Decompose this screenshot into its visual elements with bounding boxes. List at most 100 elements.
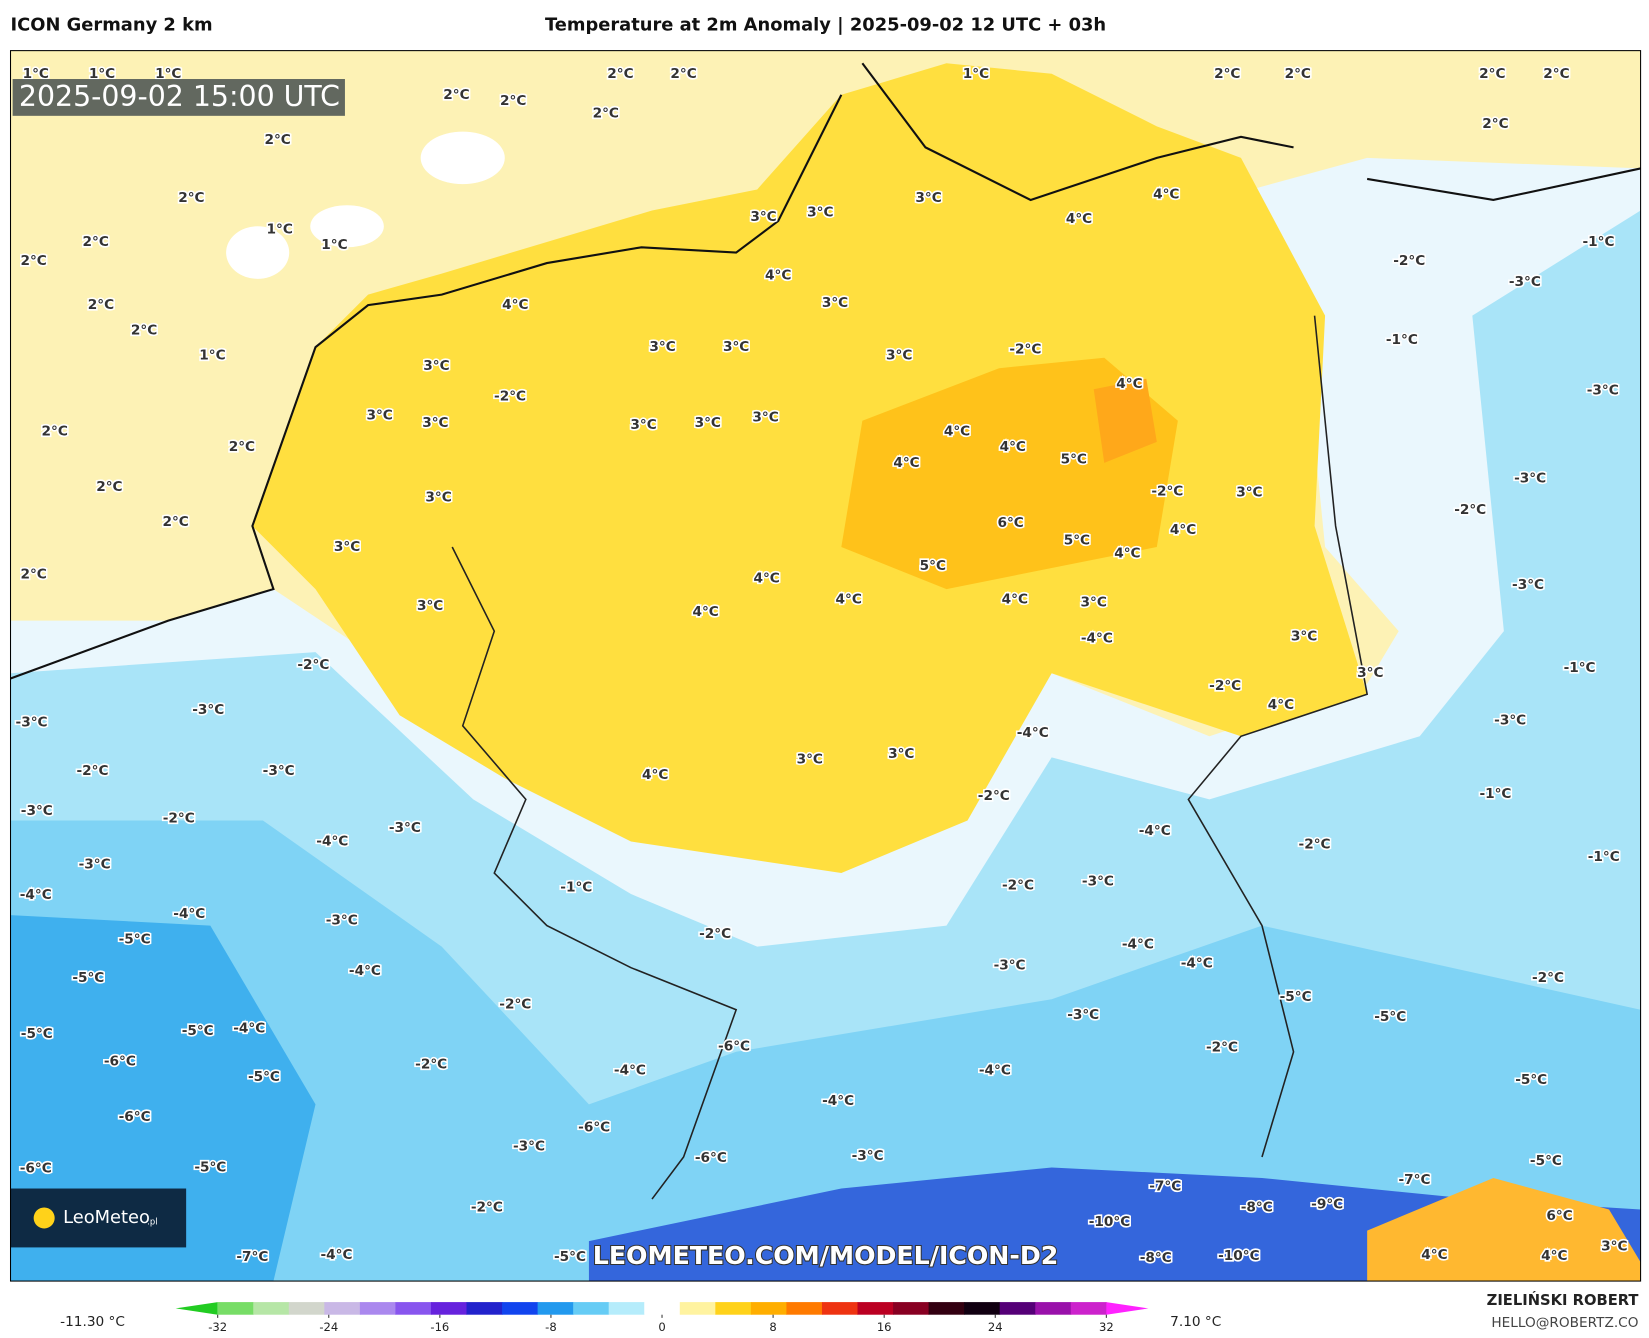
contour-label: 3°C	[649, 339, 675, 355]
contour-label: -5°C	[182, 1023, 214, 1039]
colorbar-segment	[821, 1302, 859, 1315]
contour-label: -3°C	[16, 715, 48, 731]
contour-label: -2°C	[1206, 1040, 1238, 1056]
contour-label: -3°C	[1514, 471, 1546, 487]
contour-label: 4°C	[753, 571, 779, 587]
contour-label: -2°C	[1393, 253, 1425, 269]
contour-label: 4°C	[642, 767, 668, 783]
contour-label: -4°C	[1122, 937, 1154, 953]
colorbar-tick-label: 8	[769, 1320, 776, 1334]
contour-label: -7°C	[236, 1249, 268, 1265]
contour-label: 1°C	[89, 66, 115, 82]
contour-label: 2°C	[1214, 66, 1240, 82]
contour-label: 2°C	[83, 234, 109, 250]
colorbar-tick-label: -24	[319, 1320, 338, 1334]
contour-label: -4°C	[979, 1063, 1011, 1079]
contour-label: 4°C	[1170, 522, 1196, 538]
colorbar-tick-label: 0	[658, 1320, 665, 1334]
colorbar-segment	[679, 1302, 716, 1315]
contour-label: 2°C	[20, 253, 46, 269]
colorbar-tick-label: 32	[1099, 1320, 1114, 1334]
contour-label: 3°C	[1081, 595, 1107, 611]
contour-label: -4°C	[349, 963, 381, 979]
contour-label: -1°C	[1583, 234, 1615, 250]
colorbar-segment	[964, 1302, 1001, 1315]
contour-label: 1°C	[199, 348, 225, 364]
colorbar-segment	[502, 1302, 539, 1315]
contour-label: 5°C	[1064, 533, 1090, 549]
contour-label: -3°C	[1082, 873, 1114, 889]
contour-label: -3°C	[1494, 713, 1526, 729]
contour-label: -2°C	[1532, 970, 1564, 986]
contour-label: -2°C	[1299, 837, 1331, 853]
max-label: 7.10 °C	[1170, 1314, 1221, 1330]
contour-label: 3°C	[888, 746, 914, 762]
map: 2°C 2°C 2°C 2°C 2°C 2°C 2°C 2°C 2°C 2°C 2°C 2°C 2°C 2…	[10, 50, 1641, 1282]
contour-label: 3°C	[807, 205, 833, 221]
contour-label: -3°C	[1067, 1007, 1099, 1023]
contour-label: -5°C	[1280, 989, 1312, 1005]
contour-label: -5°C	[554, 1249, 586, 1265]
colorbar-segment	[324, 1302, 361, 1315]
contour-label: 2°C	[20, 566, 46, 582]
contour-label: 2°C	[162, 514, 188, 530]
contour-label: -2°C	[1151, 483, 1183, 499]
colorbar-segment	[253, 1302, 290, 1315]
contour-label: 3°C	[1601, 1238, 1627, 1254]
patch	[420, 131, 505, 185]
contour-label: 2°C	[264, 132, 290, 148]
contour-label: 2°C	[131, 322, 157, 338]
colorbar-segment	[573, 1302, 610, 1315]
contour-label: -5°C	[1515, 1072, 1547, 1088]
contour-label: 4°C	[1541, 1248, 1567, 1264]
contour-label: -5°C	[21, 1026, 53, 1042]
contour-label: -4°C	[20, 887, 52, 903]
contour-label: 2°C	[178, 190, 204, 206]
contour-label: -6°C	[718, 1039, 750, 1055]
colorbar-tick-label: 24	[988, 1320, 1003, 1334]
contour-label: 2°C	[443, 87, 469, 103]
contour-label: -3°C	[1512, 577, 1544, 593]
contour-label: 6°C	[997, 515, 1023, 531]
contour-label: -2°C	[494, 389, 526, 405]
colorbar-segment	[786, 1302, 823, 1315]
contour-label: 3°C	[750, 209, 776, 225]
contour-label: -1°C	[1588, 849, 1620, 865]
valid-time: 2025-09-02 15:00 UTC	[19, 80, 340, 113]
colorbar: -32 -24 -16 -8 0 8 16 24 32	[175, 1302, 1149, 1334]
contour-label: 1°C	[23, 66, 49, 82]
contour-label: 2°C	[500, 93, 526, 109]
contour-label: -5°C	[248, 1069, 280, 1085]
region	[10, 820, 1641, 1282]
colorbar-segment	[466, 1302, 503, 1315]
contour-label: -1°C	[1479, 786, 1511, 802]
contour-label: 4°C	[1066, 211, 1092, 227]
contour-label: -4°C	[173, 906, 205, 922]
colorbar-segment	[1070, 1302, 1107, 1315]
colorbar-segment	[715, 1302, 752, 1315]
contour-label: -3°C	[852, 1148, 884, 1164]
contour-label: 3°C	[1291, 628, 1317, 644]
contour-label: -7°C	[1398, 1172, 1430, 1188]
contour-label: -4°C	[1139, 823, 1171, 839]
map-frame	[9, 50, 1642, 1282]
contour-label: 3°C	[630, 417, 656, 433]
region	[841, 357, 1178, 590]
contour-label: -4°C	[1181, 955, 1213, 971]
contour-label: -2°C	[77, 763, 109, 779]
colorbar-segment	[395, 1302, 432, 1315]
contour-label: -5°C	[1374, 1009, 1406, 1025]
map-title: Temperature at 2m Anomaly | 2025-09-02 1…	[545, 14, 1106, 35]
contour-label: 2°C	[1285, 66, 1311, 82]
colorbar-tick-label: -16	[430, 1320, 449, 1334]
contour-label: -1°C	[1386, 332, 1418, 348]
colorbar-tick-label: -8	[545, 1320, 557, 1334]
contour-label: -2°C	[1002, 878, 1034, 894]
contour-label: -3°C	[263, 763, 295, 779]
region	[1367, 1178, 1641, 1282]
contour-label: 2°C	[96, 479, 122, 495]
contour-label: -2°C	[163, 810, 195, 826]
contour-label: 2°C	[42, 423, 68, 439]
contour-label: -4°C	[1017, 725, 1049, 741]
contour-label: 1°C	[267, 221, 293, 237]
